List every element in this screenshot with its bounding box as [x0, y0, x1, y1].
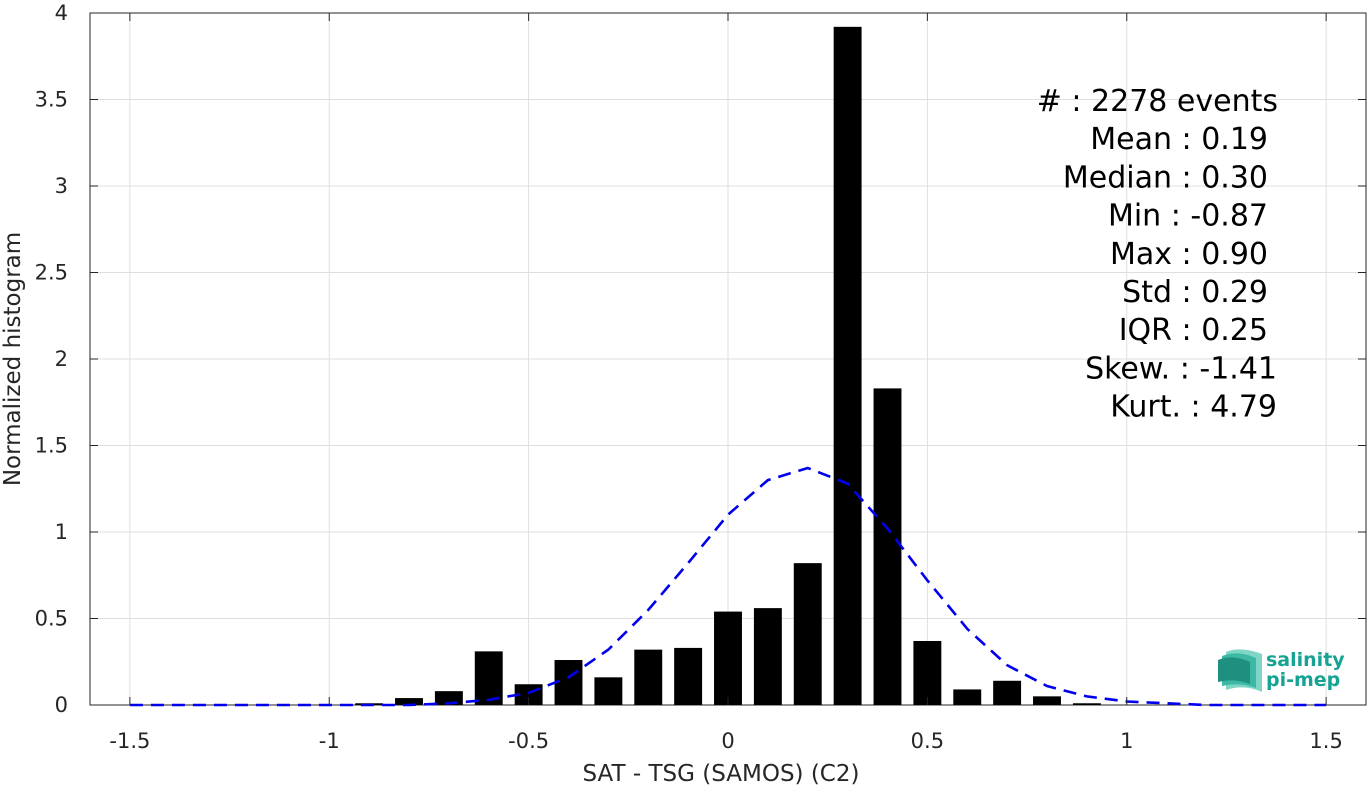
- y-tick-label-1: 0.5: [35, 607, 68, 631]
- x-tick-label-3: 0: [721, 729, 734, 753]
- y-axis-label: Normalized histogram: [0, 232, 26, 486]
- bar-16: [993, 680, 1022, 705]
- bar-12: [833, 26, 862, 705]
- stat-line-0: # : 2278 events: [1037, 84, 1278, 119]
- axis-ticks: [90, 12, 1366, 706]
- x-tick-labels: -1.5 -1 -0.5 0 0.5 1 1.5: [109, 729, 1342, 753]
- logo-line-1: salinity: [1266, 649, 1345, 671]
- logo-wave-icon: [1218, 649, 1262, 692]
- x-tick-label-0: -1.5: [109, 729, 150, 753]
- y-tick-label-6: 3: [55, 174, 68, 198]
- stat-line-5: Std : 0.29: [1122, 275, 1268, 310]
- stat-line-6: IQR : 0.25: [1119, 313, 1268, 348]
- y-tick-label-0: 0: [55, 693, 68, 717]
- y-tick-labels: 0 0.5 1 1.5 2 2.5 3 3.5 4: [35, 1, 68, 717]
- x-tick-label-2: -0.5: [508, 729, 549, 753]
- x-axis-label: SAT - TSG (SAMOS) (C2): [583, 761, 860, 785]
- bar-3: [474, 651, 503, 705]
- y-tick-label-4: 2: [55, 347, 68, 371]
- bar-7: [634, 649, 663, 705]
- y-tick-label-5: 2.5: [35, 261, 68, 285]
- bar-17: [1033, 696, 1061, 705]
- y-tick-label-7: 3.5: [35, 88, 68, 112]
- x-tick-label-5: 1: [1120, 729, 1133, 753]
- histogram-bars: [355, 26, 1101, 705]
- bar-5: [554, 660, 583, 705]
- bar-8: [674, 647, 703, 705]
- bar-6: [594, 677, 623, 705]
- y-tick-label-3: 1.5: [35, 434, 68, 458]
- bar-11: [793, 563, 822, 705]
- stat-line-8: Kurt. : 4.79: [1110, 390, 1277, 425]
- bar-9: [714, 611, 742, 705]
- bar-13: [873, 388, 902, 705]
- grid-lines: [90, 12, 1366, 706]
- bar-14: [913, 640, 942, 705]
- stat-line-2: Median : 0.30: [1063, 160, 1268, 195]
- bar-15: [953, 689, 982, 705]
- x-tick-label-6: 1.5: [1309, 729, 1342, 753]
- stat-line-3: Min : -0.87: [1108, 199, 1268, 234]
- bar-10: [753, 608, 782, 705]
- y-tick-label-8: 4: [55, 1, 68, 25]
- x-tick-label-1: -1: [319, 729, 340, 753]
- salinity-pi-mep-logo: salinity pi-mep: [1218, 649, 1345, 692]
- stat-line-4: Max : 0.90: [1110, 237, 1268, 272]
- x-tick-label-4: 0.5: [911, 729, 944, 753]
- stat-line-1: Mean : 0.19: [1090, 122, 1268, 157]
- bar-1: [395, 698, 423, 705]
- logo-line-2: pi-mep: [1266, 669, 1340, 691]
- y-tick-label-2: 1: [55, 520, 68, 544]
- bar-18: [1072, 703, 1101, 705]
- stat-line-7: Skew. : -1.41: [1085, 351, 1277, 386]
